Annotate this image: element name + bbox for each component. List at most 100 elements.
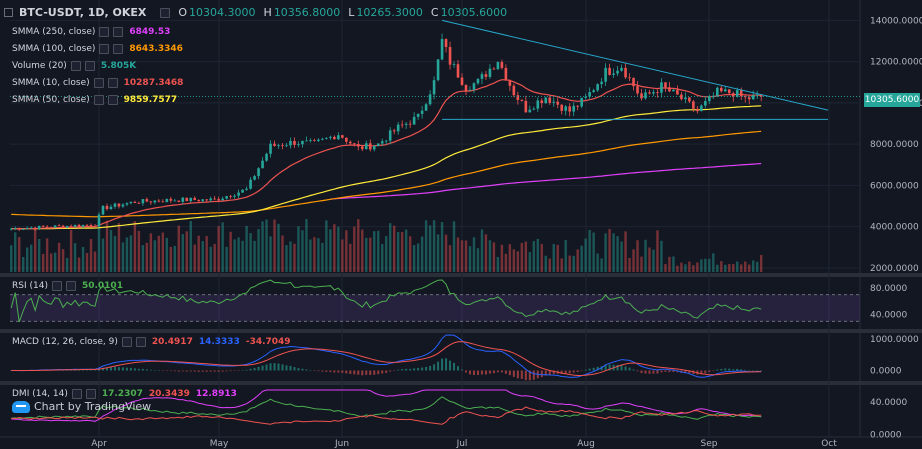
eye-icon[interactable] xyxy=(70,61,81,71)
volume-bar xyxy=(33,229,37,272)
settings-icon[interactable] xyxy=(107,78,118,88)
macd-histogram-bar xyxy=(457,366,460,371)
settings-icon[interactable] xyxy=(85,389,96,399)
tradingview-brand[interactable]: Chart by TradingView xyxy=(12,400,151,413)
eye-icon[interactable] xyxy=(93,95,104,105)
macd-histogram-bar xyxy=(624,366,627,371)
candle-body xyxy=(209,198,212,201)
macd-histogram-bar xyxy=(520,370,523,379)
settings-icon[interactable] xyxy=(113,27,124,37)
symbol-title: BTC-USDT, 1D, OKEX xyxy=(19,6,147,19)
volume-bar xyxy=(273,219,276,272)
macd-legend[interactable]: MACD (12, 26, close, 9) 20.4917 14.3333 … xyxy=(12,337,291,347)
legend-smma-250[interactable]: SMMA (250, close) 6849.53 xyxy=(12,27,170,37)
macd-histogram-bar xyxy=(345,370,348,374)
rsi-legend[interactable]: RSI (14) 50.0101 xyxy=(12,281,123,291)
eye-icon[interactable] xyxy=(71,389,82,399)
dmi-legend[interactable]: DMI (14, 14) 17.2307 20.3439 12.8913 xyxy=(12,389,237,399)
macd-histogram-value: 20.4917 xyxy=(151,337,193,347)
volume-bar xyxy=(660,240,663,272)
legend-smma-100[interactable]: SMMA (100, close) 8643.3346 xyxy=(12,44,183,54)
macd-histogram-bar xyxy=(113,366,116,371)
candle-body xyxy=(472,83,476,90)
macd-histogram-bar xyxy=(377,370,380,375)
volume-bar xyxy=(564,240,567,272)
settings-icon[interactable] xyxy=(135,337,146,347)
settings-icon[interactable] xyxy=(113,44,124,54)
volume-bar xyxy=(109,229,113,272)
volume-bar xyxy=(233,239,236,272)
candle-body xyxy=(580,97,583,107)
macd-histogram-bar xyxy=(105,367,108,371)
candle-body xyxy=(33,227,37,229)
candle-body xyxy=(293,140,296,145)
volume-bar xyxy=(648,247,651,272)
volume-bar xyxy=(496,256,500,272)
candle-body xyxy=(719,87,723,92)
volume-bar xyxy=(149,233,153,272)
collapse-icon[interactable] xyxy=(4,8,13,17)
candle-body xyxy=(588,92,591,97)
macd-histogram-bar xyxy=(425,366,428,371)
candle-body xyxy=(412,116,416,125)
legend-smma-50[interactable]: SMMA (50, close) 9859.7577 xyxy=(12,95,177,105)
macd-histogram-bar xyxy=(429,365,432,371)
candle-body xyxy=(516,95,520,100)
macd-histogram-bar xyxy=(608,364,611,371)
volume-bar xyxy=(185,231,188,272)
volume-bar xyxy=(61,249,65,272)
volume-bar xyxy=(317,238,320,272)
volume-bar xyxy=(752,260,755,272)
macd-histogram-bar xyxy=(66,370,69,371)
candle-body xyxy=(408,123,412,125)
candle-body xyxy=(165,198,169,203)
candle-body xyxy=(672,89,675,92)
macd-histogram-bar xyxy=(369,370,372,376)
candle-body xyxy=(708,96,711,102)
candle-body xyxy=(652,92,655,94)
volume-bar xyxy=(420,236,424,272)
legend-value: 5.805K xyxy=(100,61,137,71)
eye-icon[interactable] xyxy=(121,337,132,347)
settings-icon[interactable] xyxy=(65,281,76,291)
candle-body xyxy=(520,99,524,101)
legend-volume[interactable]: Volume (20) 5.805K xyxy=(12,61,136,71)
candle-body xyxy=(37,225,41,229)
volume-bar xyxy=(424,220,428,272)
legend-smma-10[interactable]: SMMA (10, close) 10287.3468 xyxy=(12,78,183,88)
time-tick-label: Sep xyxy=(701,439,718,449)
candle-body xyxy=(727,89,731,94)
eye-icon[interactable] xyxy=(99,27,110,37)
candle-body xyxy=(125,203,129,205)
eye-icon[interactable] xyxy=(99,44,110,54)
candle-body xyxy=(376,143,380,146)
macd-histogram-bar xyxy=(580,370,583,371)
macd-histogram-bar xyxy=(640,370,643,374)
price-tick-label: 12000.0000 xyxy=(870,58,922,68)
macd-histogram-bar xyxy=(397,369,400,371)
volume-bar xyxy=(293,243,296,272)
candle-body xyxy=(388,130,392,141)
volume-bar xyxy=(205,236,208,272)
legend-name: SMMA (10, close) xyxy=(12,78,90,88)
legend-name: SMMA (100, close) xyxy=(12,44,96,54)
settings-icon[interactable] xyxy=(84,61,95,71)
volume-bar xyxy=(85,253,89,272)
volume-bar xyxy=(712,253,715,272)
volume-bar xyxy=(544,255,547,272)
eye-icon[interactable] xyxy=(51,281,62,291)
macd-histogram-bar xyxy=(716,369,719,371)
candle-body xyxy=(440,39,444,60)
volume-bar xyxy=(732,263,735,272)
volume-bar xyxy=(201,241,204,272)
eye-icon[interactable] xyxy=(93,78,104,88)
adx-line xyxy=(11,389,762,422)
settings-icon[interactable] xyxy=(160,7,171,18)
volume-bar xyxy=(560,258,563,272)
macd-histogram-bar xyxy=(333,370,336,373)
candle-body xyxy=(9,228,13,230)
settings-icon[interactable] xyxy=(107,95,118,105)
candle-body xyxy=(185,197,189,202)
candle-body xyxy=(420,110,424,114)
